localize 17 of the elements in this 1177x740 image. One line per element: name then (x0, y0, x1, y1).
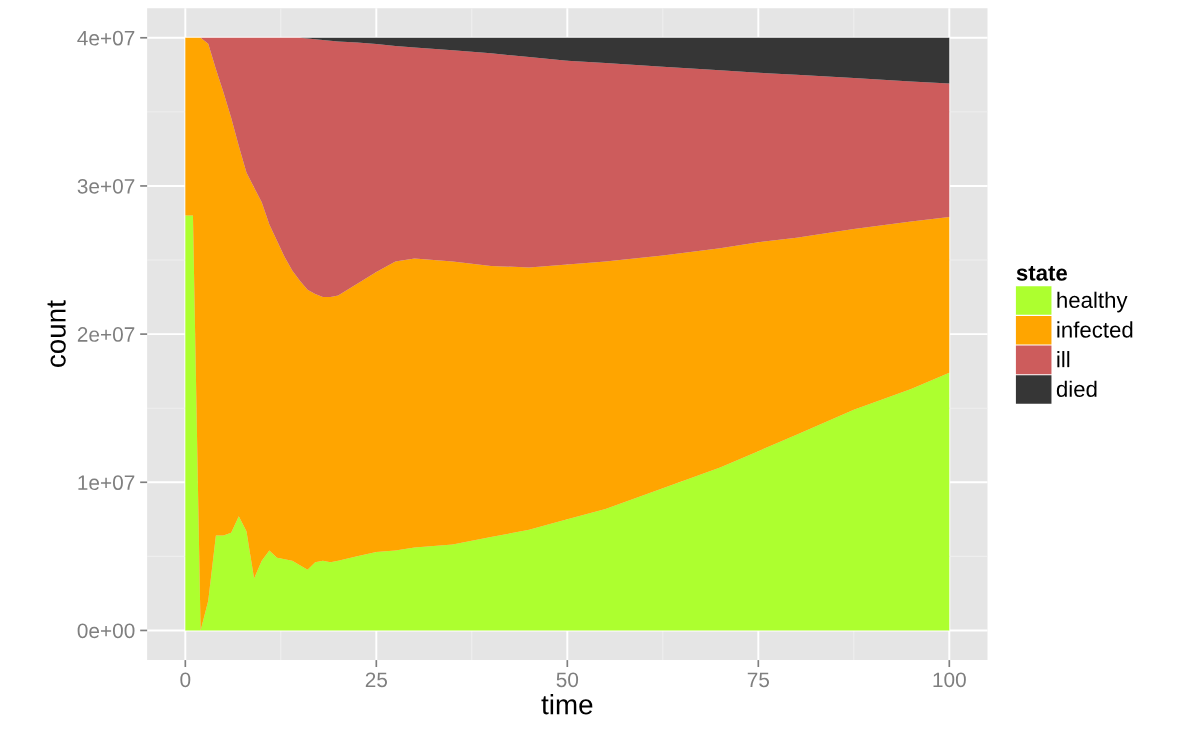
y-tick-label: 3e+07 (77, 178, 135, 194)
x-tick-label: 25 (365, 672, 388, 688)
y-tick-label: 1e+07 (78, 475, 135, 491)
legend-label: infected (1057, 321, 1133, 338)
x-tick-label: 50 (556, 672, 579, 688)
y-tick-label: 0e+00 (77, 623, 135, 639)
x-tick-label: 100 (933, 672, 966, 688)
legend-label: died (1056, 380, 1097, 398)
legend-label: healthy (1057, 291, 1128, 313)
x-tick-label: 75 (747, 672, 770, 688)
y-axis-title: count (47, 300, 66, 367)
x-tick-label: 0 (180, 672, 191, 688)
legend-title: state (1016, 266, 1068, 281)
x-axis-title: time (541, 694, 593, 715)
legend-label: ill (1057, 351, 1070, 368)
y-tick-label: 2e+07 (77, 327, 135, 342)
y-tick-label: 4e+07 (77, 30, 135, 46)
